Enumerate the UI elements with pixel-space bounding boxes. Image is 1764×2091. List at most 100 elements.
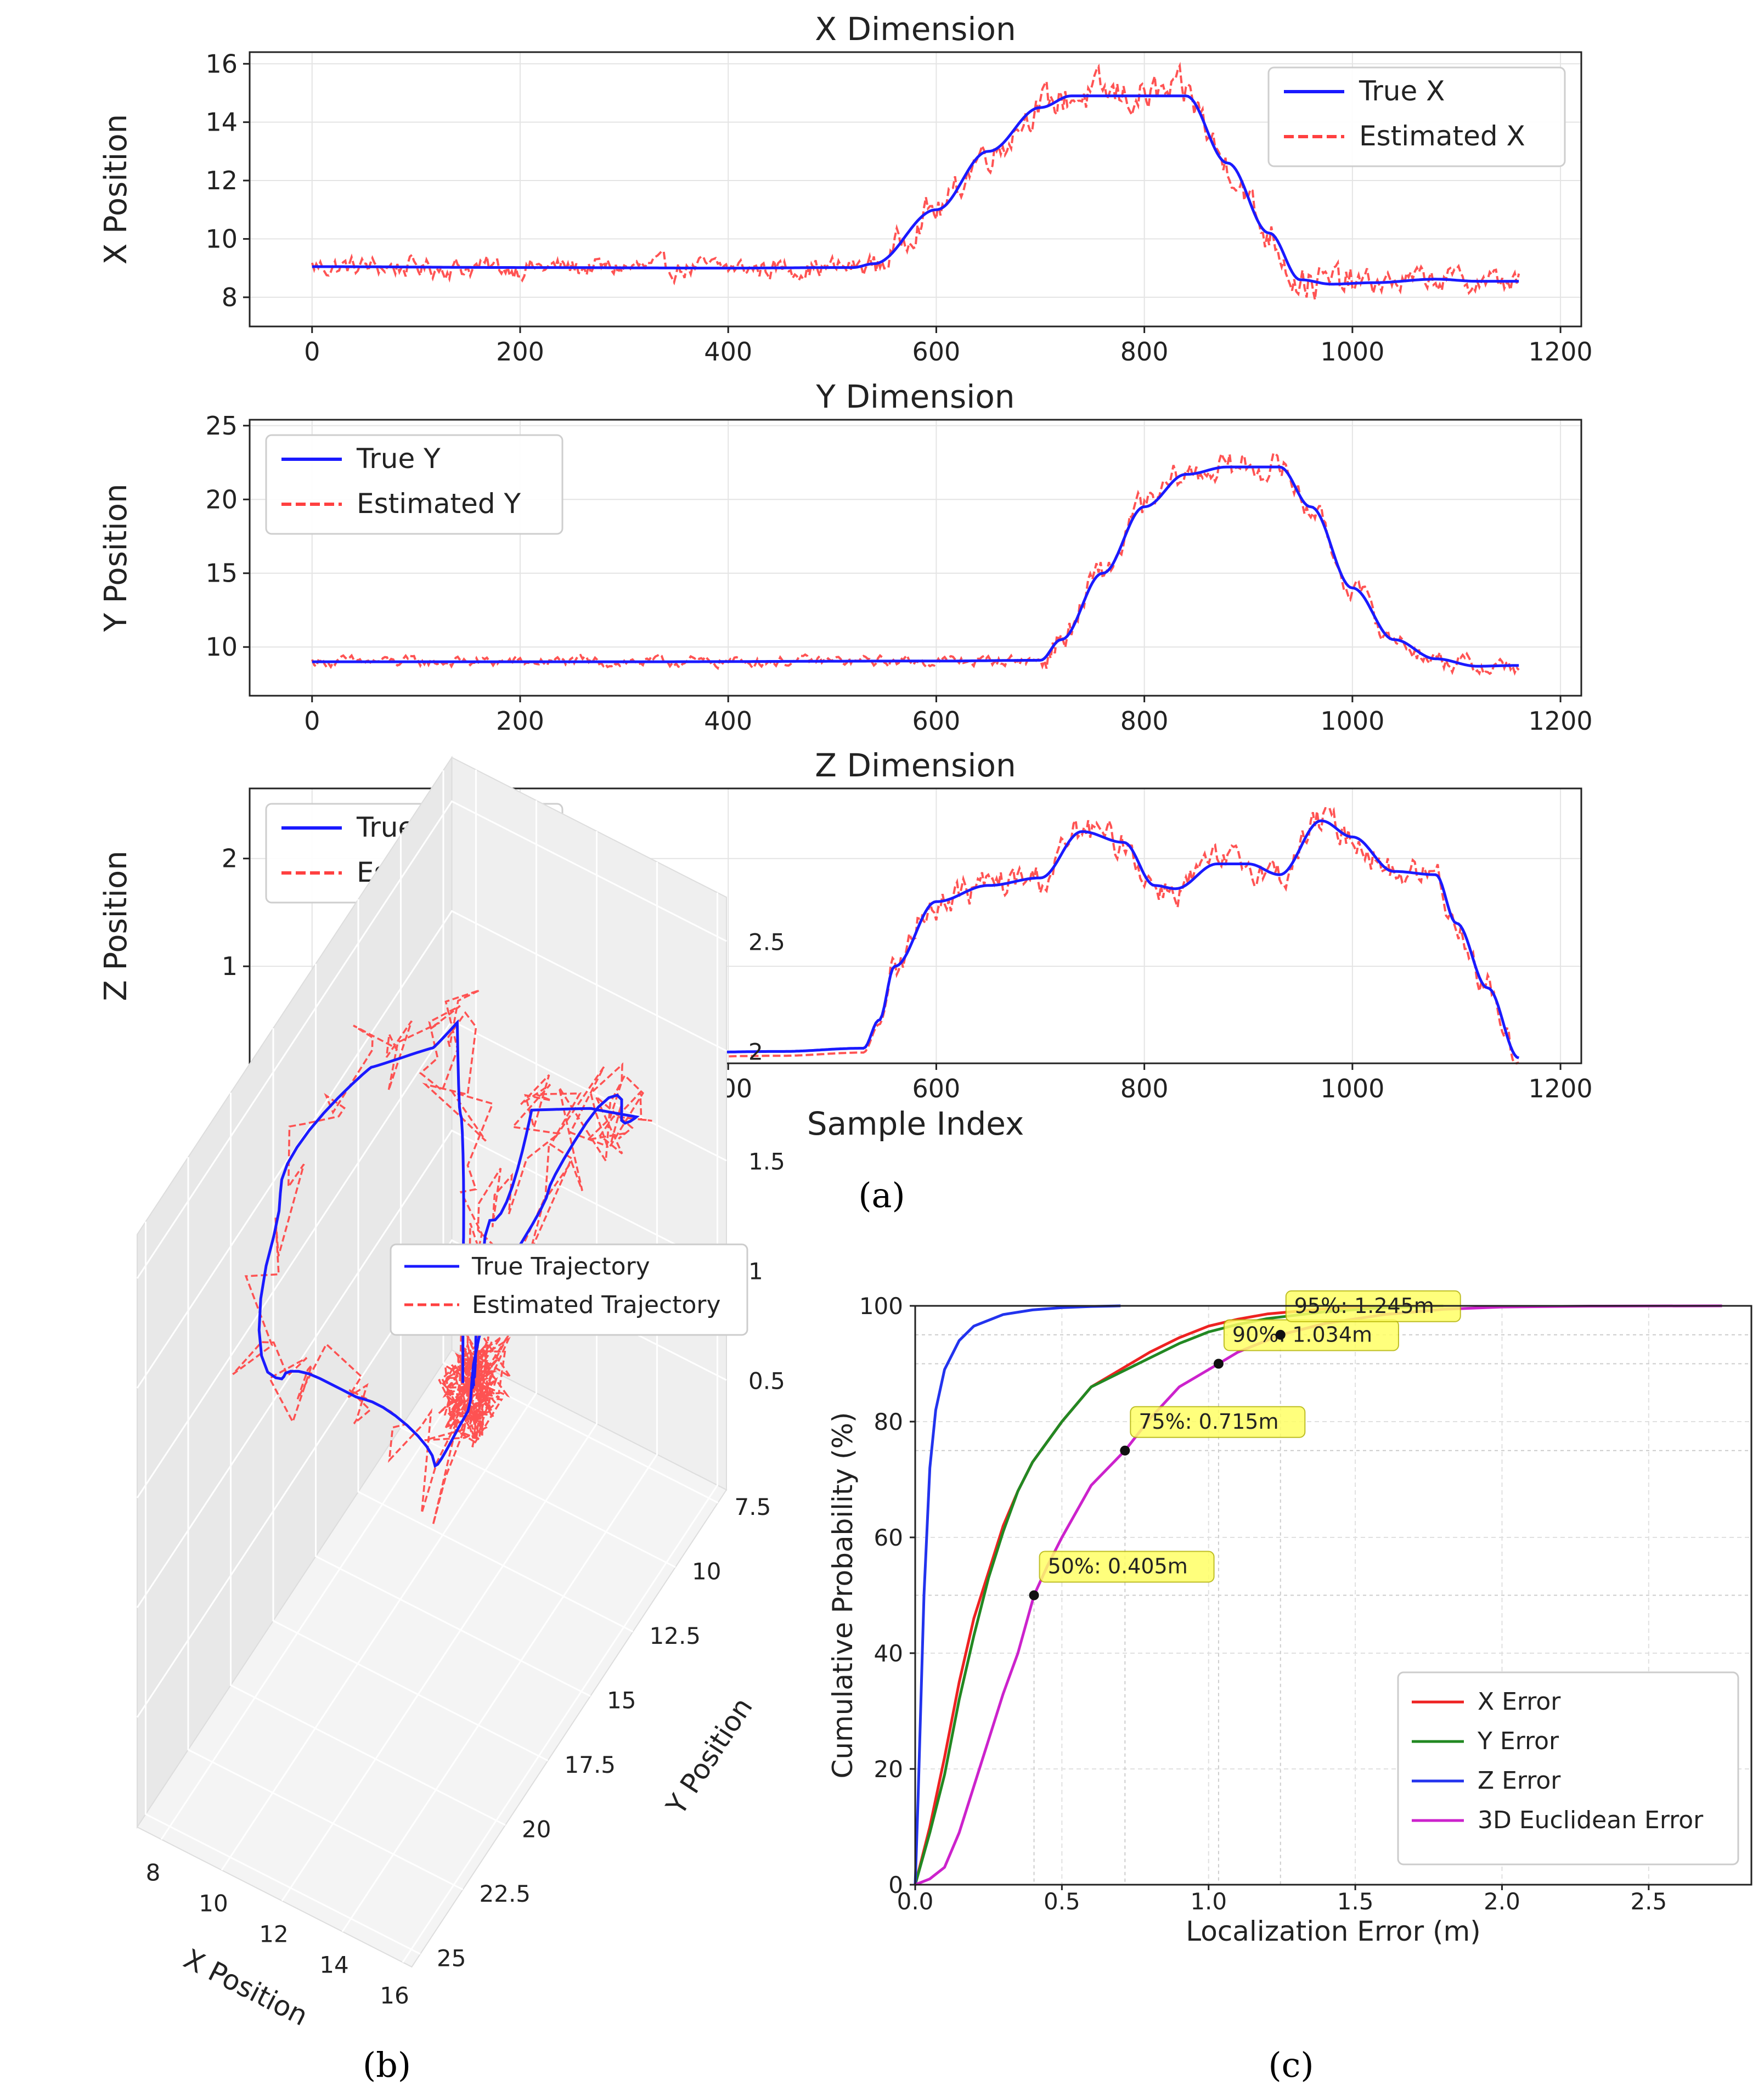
percentile-marker [1275, 1329, 1286, 1340]
x-tick-label: 2.5 [1630, 1888, 1667, 1915]
legend: X Error Y Error Z Error 3D Euclidean Error [1397, 1671, 1739, 1865]
x-tick-label: 1200 [1529, 337, 1593, 367]
annotation-label: 75%: 0.715m [1139, 1410, 1278, 1434]
grid-line-z [136, 1129, 727, 1608]
z-tick-label: 2 [748, 1038, 763, 1065]
y-axis-label: X Position [98, 114, 134, 264]
series-line-true [312, 465, 1519, 668]
legend-label: True Y [356, 443, 441, 475]
legend-label: Estimated Y [357, 488, 521, 520]
y-tick-label: 2 [222, 844, 238, 873]
x-tick-label: 800 [1120, 1074, 1169, 1103]
grid-line-x [402, 892, 718, 1963]
legend-label: 3D Euclidean Error [1478, 1806, 1704, 1834]
grid-line-y [400, 835, 676, 1568]
y-tick-label: 22.5 [480, 1880, 531, 1907]
legend-label: Y Error [1477, 1727, 1559, 1755]
x-tick-label: 0.0 [897, 1888, 934, 1915]
x-axis-label: Localization Error (m) [1186, 1915, 1481, 1947]
y-tick-label: 25 [205, 411, 238, 441]
legend: True Trajectory Estimated Trajectory [390, 1243, 748, 1336]
grid-line-z [136, 1019, 727, 1498]
grid-line-y [357, 899, 634, 1633]
y-tick-label: 10 [205, 224, 238, 253]
y-tick-label: 14 [205, 108, 238, 137]
grid-line-z [136, 910, 727, 1389]
z-tick-label: 1 [748, 1258, 763, 1284]
y-axis-label: Y Position [660, 1692, 759, 1821]
legend-box [390, 1243, 748, 1336]
y-tick-label: 12.5 [650, 1622, 701, 1649]
x-axis-label: X Position [179, 1943, 313, 2032]
y-tick-label: 10 [205, 632, 238, 662]
z-tick-label: 0.5 [748, 1367, 785, 1394]
cdf-line-z-error [914, 1304, 1121, 1885]
subplot-title: X Dimension [815, 10, 1016, 48]
x-axis-label: Sample Index [807, 1105, 1024, 1142]
z-tick-label: 1.5 [748, 1148, 785, 1175]
legend-label: True Trajectory [471, 1253, 650, 1281]
annotation-label: 90%: 1.034m [1232, 1323, 1372, 1347]
subplot-title: Y Dimension [815, 378, 1015, 415]
y-tick-label: 25 [437, 1945, 466, 1971]
z-tick-label: 2.5 [748, 928, 785, 955]
x-tick-label: 1.5 [1337, 1888, 1374, 1915]
axes-frame [249, 787, 1582, 1064]
x-tick-label: 2.0 [1484, 1888, 1520, 1915]
x-tick-label: 200 [496, 706, 544, 736]
x-tick-label: 400 [704, 706, 752, 736]
axes-frame [914, 1305, 1752, 1886]
y-tick-label: 1 [222, 951, 238, 981]
y-axis-label: Z Position [98, 850, 134, 1001]
legend-label: True X [1359, 75, 1445, 107]
y-tick-label: 15 [607, 1687, 636, 1714]
y-tick-label: 8 [222, 283, 238, 312]
x-tick-label: 14 [319, 1951, 348, 1978]
legend: True X Estimated X [1267, 66, 1566, 167]
y-tick-label: 100 [859, 1293, 903, 1320]
x-tick-label: 16 [380, 1982, 409, 2009]
y-tick-label: 12 [205, 166, 238, 195]
series-line-estimated [311, 61, 1520, 300]
x-tick-label: 400 [704, 337, 752, 367]
grid-line-y [187, 1157, 464, 1891]
y-tick-label: 17.5 [565, 1751, 616, 1778]
x-tick-label: 600 [912, 1074, 961, 1103]
x-tick-label: 10 [199, 1890, 228, 1917]
subplot-y: 0 200 400 600 800 1000 1200 10 15 20 25 Y Dimension… [98, 378, 1593, 736]
x-tick-label: 1200 [1529, 706, 1593, 736]
y-tick-label: 20 [205, 484, 238, 514]
y-tick-label: 16 [205, 49, 238, 78]
grid-line-x [281, 831, 598, 1902]
grid-line-x [341, 861, 658, 1932]
grid-line-y [315, 963, 591, 1697]
y-axis-label: Cumulative Probability (%) [827, 1412, 859, 1779]
axes-frame [249, 419, 1582, 697]
annotation-label: 50%: 0.405m [1048, 1554, 1188, 1579]
grid-line-z [136, 800, 727, 1279]
x-tick-label: 1200 [1529, 1074, 1593, 1103]
x-tick-label: 800 [1120, 706, 1169, 736]
panel-label-c: (c) [1268, 2045, 1314, 2085]
legend-box [1397, 1671, 1739, 1865]
x-tick-label: 1000 [1320, 706, 1384, 736]
x-tick-label: 12 [259, 1920, 288, 1947]
grid-line-y [230, 1092, 506, 1826]
grid-line-y [272, 1028, 549, 1762]
legend-label: Z Error [1478, 1767, 1561, 1795]
y-tick-label: 7.5 [735, 1493, 771, 1520]
y-tick-label: 0 [888, 1872, 903, 1898]
percentile-marker [1029, 1590, 1039, 1600]
x-tick-label: 0.5 [1044, 1888, 1080, 1915]
grid-line-y [442, 770, 719, 1504]
grid-line-x [221, 800, 537, 1871]
x-tick-label: 0 [304, 706, 320, 736]
y-axis-label: Y Position [98, 483, 134, 632]
pane-floor [136, 1349, 728, 1968]
y-tick-label: 60 [874, 1524, 903, 1551]
x-tick-label: 800 [1120, 337, 1169, 367]
